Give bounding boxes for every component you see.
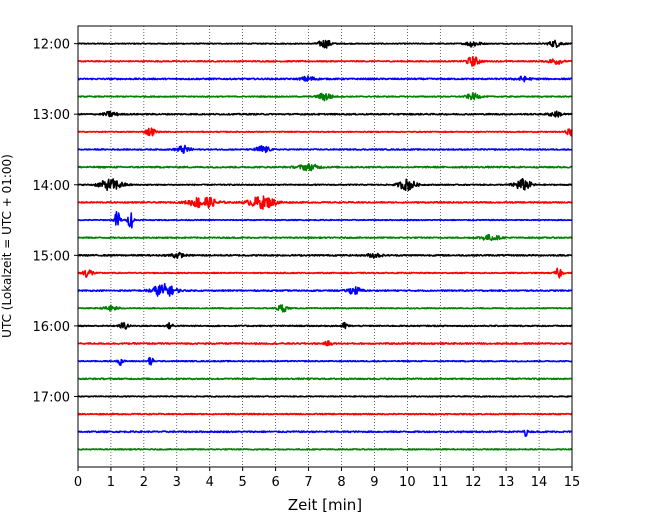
seismogram-trace [77,395,573,398]
seismogram-trace [77,39,573,49]
seismogram-trace [77,412,573,416]
seismogram-trace [77,177,573,192]
seismogram-trace [77,92,573,102]
x-tick-label: 7 [304,475,312,490]
x-axis-label: Zeit [min] [288,496,362,514]
seismogram-trace [77,210,573,229]
traces [77,39,573,451]
x-tick-label: 1 [107,475,115,490]
grid-lines [110,26,540,467]
seismogram-trace [77,144,573,154]
seismogram-trace [77,340,573,347]
seismogram-trace [77,163,573,172]
seismogram-trace [77,429,573,438]
x-tick-label: 13 [498,475,515,490]
seismogram-trace [77,377,573,381]
seismogram-trace [77,233,573,242]
y-tick-label: 17:00 [33,390,70,405]
x-tick-label: 0 [74,475,82,490]
x-ticks: 0 1 2 3 4 5 6 7 8 9 10 11 12 13 14 15 [74,467,580,490]
y-tick-label: 12:00 [33,38,70,53]
seismogram-trace [77,127,573,137]
seismogram-trace [77,110,573,118]
x-tick-label: 14 [531,475,548,490]
seismogram-trace [77,75,573,83]
seismogram-trace [77,356,573,366]
x-tick-label: 8 [337,475,345,490]
seismogram-trace [77,195,573,210]
plot-frame [77,25,573,468]
seismogram-trace [77,56,573,67]
x-tick-label: 6 [271,475,279,490]
y-axis-label: UTC (Lokalzeit = UTC + 01:00) [0,154,14,338]
x-tick-label: 2 [140,475,148,490]
y-tick-label: 15:00 [33,249,70,264]
seismogram-trace [77,251,573,259]
seismogram-trace [77,448,573,451]
x-tick-label: 10 [399,475,416,490]
y-tick-label: 16:00 [33,320,70,335]
y-ticks: 12:00 13:00 14:00 15:00 16:00 17:00 [33,38,78,405]
x-tick-label: 4 [206,475,214,490]
x-tick-label: 11 [432,475,449,490]
seismogram-trace [77,304,573,313]
y-tick-label: 13:00 [33,108,70,123]
x-tick-label: 9 [370,475,378,490]
x-tick-label: 15 [564,475,581,490]
y-tick-label: 14:00 [33,179,70,194]
x-tick-label: 5 [239,475,247,490]
seismogram-trace [77,267,573,279]
seismogram-trace [77,321,573,330]
seismogram-trace [77,282,573,297]
x-tick-label: 12 [465,475,482,490]
x-tick-label: 3 [173,475,181,490]
